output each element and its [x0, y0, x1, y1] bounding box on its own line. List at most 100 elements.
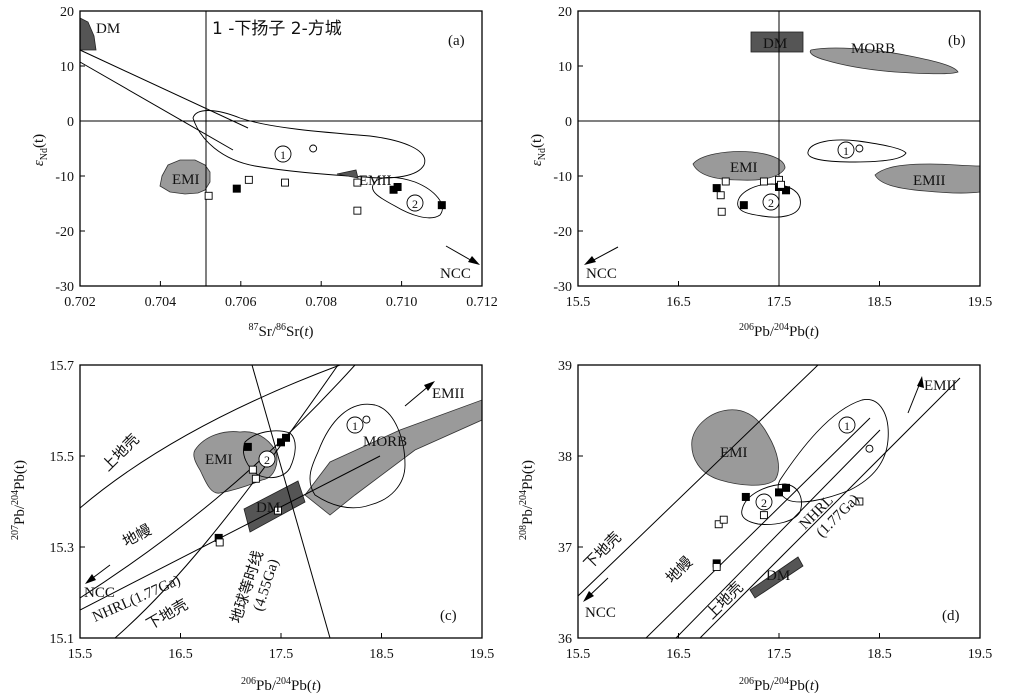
filled-square-point	[214, 533, 223, 542]
nhrl-line	[699, 377, 961, 638]
panel-label: (a)	[448, 33, 465, 49]
y-tick-label: -20	[553, 225, 572, 240]
x-ticks: 15.5 16.5 17.5 18.5 19.5	[566, 633, 992, 662]
panel-d: 15.5 16.5 17.5 18.5 19.5 36 37 38 39 EMI EMII D…	[518, 359, 992, 694]
open-square-point	[353, 206, 362, 215]
label-emi: EMI	[172, 172, 200, 188]
open-square-point	[714, 520, 723, 529]
field-2	[372, 177, 443, 219]
field-1	[309, 403, 406, 509]
y-axis-label: 207Pb/204Pb(t)	[10, 460, 28, 540]
label-ncc: NCC	[440, 266, 471, 282]
filled-square-point	[389, 185, 398, 194]
emii-arrow	[907, 382, 921, 414]
y-tick-label: 15.3	[50, 541, 75, 556]
y-axis-label: 208Pb/204Pb(t)	[518, 460, 536, 540]
x-ticks: 0.702 0.704 0.706 0.708 0.710 0.712	[64, 281, 498, 310]
lower-crust-line	[578, 365, 819, 597]
open-square-point	[759, 511, 768, 520]
data-points	[712, 144, 864, 216]
label-1: 1	[352, 419, 358, 433]
label-dm: DM	[96, 21, 120, 37]
x-tick-label: 16.5	[168, 647, 193, 662]
y-tick-label: 39	[558, 359, 572, 374]
x-axis-label: 206Pb/204Pb(t)	[241, 676, 321, 694]
mantle-curve	[80, 365, 356, 599]
y-axis-label: εNd(t)	[31, 134, 50, 166]
y-tick-label: 15.1	[50, 632, 75, 647]
open-square-point	[759, 177, 768, 186]
label-emii: EMII	[924, 378, 957, 394]
x-ticks: 15.5 16.5 17.5 18.5 19.5	[566, 281, 992, 310]
y-tick-label: 37	[558, 541, 572, 556]
mantle-line	[645, 417, 871, 638]
open-square-point	[274, 506, 282, 515]
emi-field	[692, 151, 786, 181]
label-ncc: NCC	[585, 605, 616, 621]
filled-square-point	[712, 184, 721, 193]
label-dm: DM	[256, 500, 280, 516]
label-2: 2	[264, 453, 270, 467]
y-ticks: 15.1 15.3 15.5 15.7	[50, 359, 85, 647]
emi-field	[159, 159, 211, 195]
circle-2-marker	[258, 450, 276, 468]
y-tick-label: -30	[55, 280, 74, 295]
y-ticks: -30 -20 -10 0 10 20	[553, 5, 583, 295]
data-points	[214, 415, 371, 547]
field-1	[807, 139, 907, 163]
open-square-point	[719, 515, 728, 524]
filled-square-point	[393, 183, 402, 191]
upper-crust-curve	[80, 365, 341, 509]
axes-frame	[577, 364, 981, 639]
label-emii: EMII	[432, 386, 465, 402]
label-mantle: 地幔	[119, 521, 154, 551]
open-square-point	[215, 538, 224, 547]
dm-trend-line-lower	[79, 61, 234, 151]
x-tick-label: 0.704	[145, 295, 177, 310]
filled-square-point	[775, 488, 783, 497]
x-tick-label: 0.712	[466, 295, 498, 310]
circle-2-marker	[762, 193, 780, 211]
label-ncc: NCC	[586, 266, 617, 282]
x-ticks: 15.5 16.5 17.5 18.5 19.5	[68, 633, 495, 662]
filled-square-point	[739, 201, 748, 210]
open-square-point	[716, 191, 725, 200]
x-axis-label: 206Pb/204Pb(t)	[739, 322, 819, 340]
label-1: 1	[844, 419, 850, 433]
label-emi: EMI	[730, 160, 758, 176]
label-dm: DM	[763, 36, 787, 52]
x-tick-label: 15.5	[566, 295, 591, 310]
label-morb: MORB	[363, 434, 407, 450]
label-2: 2	[761, 496, 767, 510]
label-2: 2	[768, 196, 774, 210]
open-square-point	[717, 207, 726, 216]
emii-arrow	[404, 384, 431, 407]
x-tick-label: 17.5	[767, 295, 792, 310]
y-tick-label: -10	[553, 170, 572, 185]
open-square-point	[721, 177, 730, 186]
data-points	[712, 444, 874, 571]
y-tick-label: 20	[60, 5, 74, 20]
x-tick-label: 19.5	[470, 647, 495, 662]
y-tick-label: 15.5	[50, 450, 75, 465]
filled-square-point	[437, 201, 446, 210]
x-tick-label: 0.708	[305, 295, 337, 310]
filled-square-point	[782, 483, 791, 492]
y-ticks: -30 -20 -10 0 10 20	[55, 5, 85, 295]
label-upper-crust: 上地壳	[98, 430, 143, 475]
open-square-point	[244, 175, 253, 184]
emii-field	[336, 169, 359, 179]
x-axis-label: 206Pb/204Pb(t)	[739, 676, 819, 694]
ncc-arrowhead	[468, 256, 480, 265]
x-tick-label: 15.5	[68, 647, 93, 662]
dm-field	[79, 17, 97, 51]
x-axis-label: 87Sr/86Sr(t)	[248, 322, 313, 340]
y-tick-label: 10	[60, 60, 74, 75]
chart-title: 1 -下扬子 2-方城	[212, 19, 342, 39]
open-circle-point	[362, 415, 371, 424]
x-tick-label: 18.5	[867, 295, 892, 310]
label-1: 1	[280, 148, 286, 162]
y-tick-label: -20	[55, 225, 74, 240]
panel-b: 15.5 16.5 17.5 18.5 19.5 -30 -20 -10 0 10 20 DM M…	[529, 5, 992, 340]
